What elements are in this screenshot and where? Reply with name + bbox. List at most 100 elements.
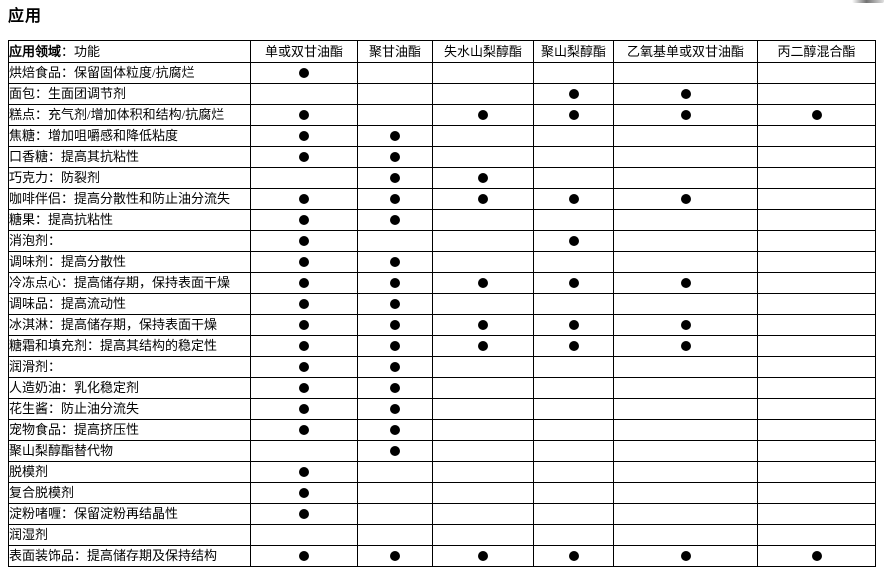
- bullet-icon: [478, 340, 488, 351]
- table-row: 复合脱模剂: [8, 482, 876, 504]
- header-polysorbates: 聚山梨醇酯: [533, 40, 614, 63]
- bullet-cell: [613, 104, 758, 126]
- table-row: 冰淇淋：提高储存期，保持表面干燥: [8, 314, 876, 336]
- empty-cell: [533, 62, 614, 84]
- bullet-icon: [299, 214, 309, 225]
- empty-cell: [613, 62, 758, 84]
- bullet-cell: [357, 440, 433, 462]
- bullet-cell: [250, 503, 358, 525]
- empty-cell: [432, 293, 534, 315]
- bullet-icon: [568, 109, 579, 120]
- bullet-icon: [390, 172, 400, 183]
- empty-cell: [432, 83, 534, 105]
- bullet-icon: [390, 550, 400, 561]
- bullet-cell: [357, 272, 433, 294]
- table-row: 调味品：提高流动性: [8, 293, 876, 315]
- row-label: 表面装饰品：提高储存期及保持结构: [8, 545, 251, 567]
- table-row: 面包：生面团调节剂: [8, 83, 876, 105]
- empty-cell: [357, 461, 433, 483]
- bullet-icon: [299, 424, 309, 435]
- empty-cell: [533, 293, 614, 315]
- top-edge-artifact: [852, 0, 884, 3]
- bullet-icon: [568, 193, 579, 204]
- row-label: 冰淇淋：提高储存期，保持表面干燥: [8, 314, 251, 336]
- bullet-icon: [568, 235, 579, 246]
- empty-cell: [613, 503, 758, 525]
- header-sorbitan-esters: 失水山梨醇酯: [432, 40, 534, 63]
- empty-cell: [613, 125, 758, 147]
- empty-cell: [757, 230, 876, 252]
- empty-cell: [432, 440, 534, 462]
- table-row: 消泡剂：: [8, 230, 876, 252]
- row-label: 人造奶油：乳化稳定剂: [8, 377, 251, 399]
- bullet-icon: [299, 382, 309, 393]
- row-label: 焦糖：增加咀嚼感和降低粘度: [8, 125, 251, 147]
- empty-cell: [757, 461, 876, 483]
- bullet-cell: [533, 314, 614, 336]
- empty-cell: [533, 503, 614, 525]
- empty-cell: [533, 146, 614, 168]
- empty-cell: [757, 377, 876, 399]
- empty-cell: [250, 167, 358, 189]
- bullet-cell: [613, 272, 758, 294]
- empty-cell: [757, 209, 876, 231]
- bullet-icon: [680, 550, 691, 561]
- bullet-icon: [390, 361, 400, 372]
- bullet-icon: [680, 109, 691, 120]
- bullet-icon: [568, 277, 579, 288]
- bullet-cell: [533, 335, 614, 357]
- bullet-cell: [250, 209, 358, 231]
- empty-cell: [757, 293, 876, 315]
- empty-cell: [432, 62, 534, 84]
- row-label: 烘焙食品：保留固体粒度/抗腐烂: [8, 62, 251, 84]
- bullet-cell: [533, 230, 614, 252]
- bullet-cell: [533, 83, 614, 105]
- bullet-cell: [757, 104, 876, 126]
- empty-cell: [432, 461, 534, 483]
- bullet-cell: [357, 293, 433, 315]
- row-label: 润湿剂: [8, 524, 251, 546]
- table-row: 脱模剂: [8, 461, 876, 483]
- table-row: 花生酱：防止油分流失: [8, 398, 876, 420]
- row-label: 咖啡伴侣：提高分散性和防止油分流失: [8, 188, 251, 210]
- bullet-icon: [811, 550, 822, 561]
- bullet-icon: [299, 361, 309, 372]
- empty-cell: [533, 461, 614, 483]
- table-row: 宠物食品：提高挤压性: [8, 419, 876, 441]
- row-label: 冷冻点心：提高储存期，保持表面干燥: [8, 272, 251, 294]
- bullet-icon: [299, 319, 309, 330]
- table-row: 润滑剂：: [8, 356, 876, 378]
- bullet-cell: [357, 167, 433, 189]
- bullet-cell: [533, 104, 614, 126]
- bullet-icon: [299, 67, 309, 78]
- bullet-icon: [299, 193, 309, 204]
- page-title: 应用: [8, 8, 43, 25]
- empty-cell: [432, 377, 534, 399]
- empty-cell: [757, 419, 876, 441]
- bullet-cell: [533, 545, 614, 567]
- bullet-cell: [250, 335, 358, 357]
- bullet-cell: [250, 272, 358, 294]
- bullet-cell: [250, 188, 358, 210]
- empty-cell: [250, 83, 358, 105]
- bullet-icon: [390, 424, 400, 435]
- empty-cell: [533, 482, 614, 504]
- table-header-row: 应用领域：功能 单或双甘油酯 聚甘油酯 失水山梨醇酯 聚山梨醇酯 乙氧基单或双甘…: [8, 40, 876, 63]
- header-area-label: 应用领域: [9, 44, 62, 59]
- empty-cell: [432, 230, 534, 252]
- bullet-cell: [250, 398, 358, 420]
- empty-cell: [432, 146, 534, 168]
- bullet-icon: [390, 214, 400, 225]
- row-label: 调味品：提高流动性: [8, 293, 251, 315]
- empty-cell: [533, 377, 614, 399]
- bullet-icon: [299, 151, 309, 162]
- row-label: 巧克力：防裂剂: [8, 167, 251, 189]
- bullet-cell: [357, 377, 433, 399]
- bullet-cell: [613, 545, 758, 567]
- empty-cell: [757, 272, 876, 294]
- row-label: 糕点：充气剂/增加体积和结构/抗腐烂: [8, 104, 251, 126]
- table-row: 口香糖：提高其抗粘性: [8, 146, 876, 168]
- table-row: 冷冻点心：提高储存期，保持表面干燥: [8, 272, 876, 294]
- bullet-icon: [478, 109, 488, 120]
- bullet-icon: [390, 151, 400, 162]
